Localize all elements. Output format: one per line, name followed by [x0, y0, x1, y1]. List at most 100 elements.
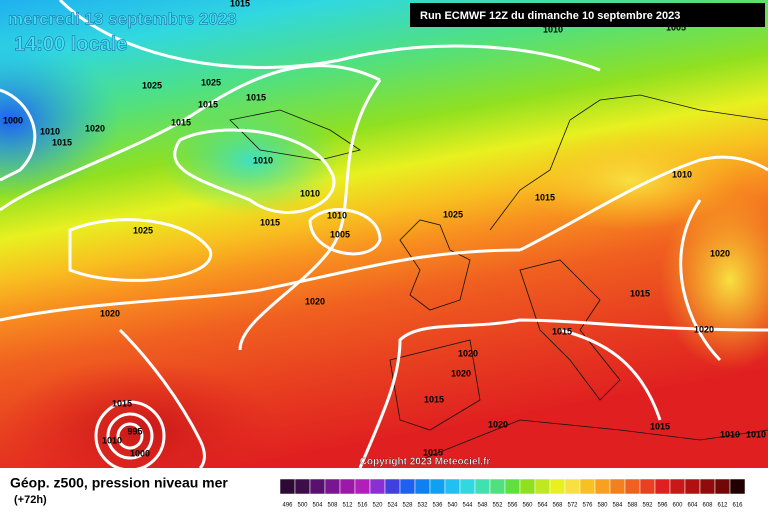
- scale-label: 608: [702, 503, 713, 509]
- scale-label: 588: [627, 503, 638, 509]
- scale-cell: [279, 478, 296, 495]
- isobar-label: 1015: [171, 117, 191, 127]
- scale-label: 516: [357, 503, 368, 509]
- scale-cell: [474, 478, 491, 495]
- scale-label: 572: [567, 503, 578, 509]
- scale-cell: [699, 478, 716, 495]
- isobar-label: 1000: [130, 448, 150, 458]
- scale-cell: [579, 478, 596, 495]
- coastlines: [229, 94, 768, 461]
- scale-label: 600: [672, 503, 683, 509]
- isobar-label: 1015: [423, 447, 443, 457]
- forecast-time: 14:00 locale: [14, 33, 127, 55]
- isobar-label: 1015: [198, 99, 218, 109]
- isobar-label: 1015: [650, 421, 670, 431]
- scale-cell: [384, 478, 401, 495]
- scale-label: 540: [447, 503, 458, 509]
- run-info: Run ECMWF 12Z du dimanche 10 septembre 2…: [420, 10, 680, 22]
- scale-cell: [594, 478, 611, 495]
- isobar-label: 1015: [246, 92, 266, 102]
- isobar-label: 1005: [666, 22, 686, 32]
- scale-label: 552: [492, 503, 503, 509]
- field-high: [660, 190, 768, 370]
- scale-cell: [324, 478, 341, 495]
- scale-label: 576: [582, 503, 593, 509]
- isobar-label: 1020: [488, 419, 508, 429]
- isobar-label: 1005: [330, 229, 350, 239]
- isobar-label: 1015: [630, 288, 650, 298]
- isobar-label: 1010: [720, 429, 740, 439]
- scale-cell: [414, 478, 431, 495]
- run-box: [410, 3, 765, 27]
- isobar-label: 1015: [424, 394, 444, 404]
- scale-cell: [504, 478, 521, 495]
- isobar-label: 1020: [451, 368, 471, 378]
- scale-cell: [549, 478, 566, 495]
- scale-label: 524: [387, 503, 398, 509]
- scale-cell: [669, 478, 686, 495]
- scale-label: 556: [507, 503, 518, 509]
- scale-cell: [399, 478, 416, 495]
- scale-cell: [294, 478, 311, 495]
- scale-label: 616: [732, 503, 743, 509]
- scale-cell: [729, 478, 746, 495]
- isobar-label: 1010: [327, 210, 347, 220]
- scale-cell: [489, 478, 506, 495]
- scale-cell: [654, 478, 671, 495]
- scale-cell: [639, 478, 656, 495]
- scale-cell: [309, 478, 326, 495]
- isobar-label: 1020: [85, 123, 105, 133]
- isobar-label: 1015: [552, 326, 572, 336]
- scale-cell: [429, 478, 446, 495]
- isobar-label: 1015: [535, 192, 555, 202]
- scale-cell: [339, 478, 356, 495]
- scale-label: 596: [657, 503, 668, 509]
- isobar-label: 1025: [142, 80, 162, 90]
- color-scale: 496 500 504 508 512 516 520 524 528 532 536 540 544 5…: [279, 478, 746, 509]
- scale-label: 536: [432, 503, 443, 509]
- scale-label: 604: [687, 503, 698, 509]
- scale-cell: [624, 478, 641, 495]
- isobar-label: 1010: [102, 435, 122, 445]
- scale-cell: [519, 478, 536, 495]
- scale-cell: [369, 478, 386, 495]
- isobar-label: 1025: [133, 225, 153, 235]
- scale-label: 504: [312, 503, 323, 509]
- isobar-label: 1020: [305, 296, 325, 306]
- scale-label: 580: [597, 503, 608, 509]
- isobar-labels: 1015 1010 1005 1025 1025 1015 1015 1000 1010 1015…: [3, 0, 766, 458]
- scale-label: 612: [717, 503, 728, 509]
- isobar-label: 995: [127, 426, 142, 436]
- scale-label: 568: [552, 503, 563, 509]
- scale-cell: [444, 478, 461, 495]
- scale-label: 560: [522, 503, 533, 509]
- footer-lead: (+72h): [14, 494, 47, 506]
- isobar-label: 1015: [260, 217, 280, 227]
- scale-label: 500: [297, 503, 308, 509]
- scale-label: 584: [612, 503, 623, 509]
- scale-label: 532: [417, 503, 428, 509]
- scale-label: 508: [327, 503, 338, 509]
- scale-cell: [534, 478, 551, 495]
- scale-label: 548: [477, 503, 488, 509]
- isobar-label: 1020: [100, 308, 120, 318]
- scale-cell: [564, 478, 581, 495]
- isobar-label: 1010: [40, 126, 60, 136]
- isobar-label: 1010: [672, 169, 692, 179]
- scale-label: 512: [342, 503, 353, 509]
- isobars: [0, 0, 768, 470]
- scale-label: 564: [537, 503, 548, 509]
- footer-title: Géop. z500, pression niveau mer: [10, 475, 228, 491]
- scale-cell: [684, 478, 701, 495]
- isobar-label: 1010: [746, 429, 766, 439]
- isobar-label: 1015: [230, 0, 250, 8]
- scale-cell: [609, 478, 626, 495]
- isobar-label: 1010: [543, 24, 563, 34]
- isobar-label: 1020: [458, 348, 478, 358]
- isobar-label: 1010: [300, 188, 320, 198]
- isobar-label: 1020: [694, 324, 714, 334]
- isobar-label: 1000: [3, 115, 23, 125]
- forecast-date: mercredi 13 septembre 2023: [8, 9, 237, 28]
- isobar-label: 1020: [710, 248, 730, 258]
